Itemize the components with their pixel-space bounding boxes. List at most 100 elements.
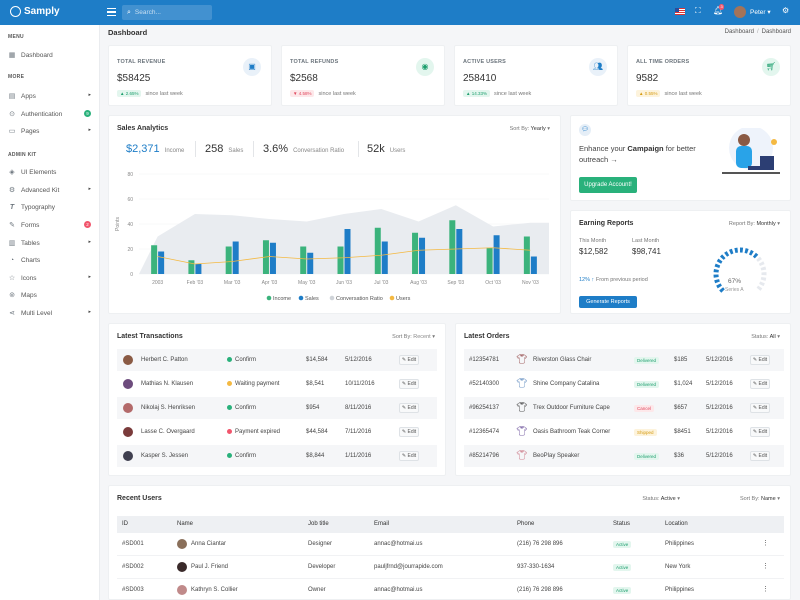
column-header[interactable]: Phone <box>517 521 535 527</box>
more-options-icon[interactable]: ⋮ <box>762 586 769 593</box>
bell-icon[interactable]: 🔔︎ <box>713 6 724 15</box>
sidebar-item-icons[interactable]: ☆ Icons ▸ <box>8 272 94 284</box>
report-by-dropdown[interactable]: Report By: Monthly ▾ <box>728 221 780 227</box>
sort-dropdown[interactable]: Sort By: Yearly ▾ <box>509 126 550 132</box>
brand[interactable]: Samply <box>10 6 60 17</box>
order-id[interactable]: #12354781 <box>469 357 500 363</box>
user-email[interactable]: pauljfrnd@jourrapide.com <box>374 564 443 570</box>
generate-reports-button[interactable]: Generate Reports <box>579 296 637 308</box>
column-header[interactable]: Job title <box>308 521 329 527</box>
gauge-segment <box>724 251 730 257</box>
sidebar-section-more: MORE <box>8 74 25 80</box>
customer-name[interactable]: Herbert C. Patton <box>141 357 188 363</box>
table-row: Kasper S. Jessen Confirm $8,844 1/11/2016 ✎ … <box>117 445 437 467</box>
user-location: New York <box>665 564 691 570</box>
edit-button[interactable]: ✎ Edit <box>750 427 770 437</box>
legend-label[interactable]: Users <box>396 296 411 302</box>
product-name[interactable]: Trex Outdoor Furniture Cape <box>533 405 610 411</box>
status-dot <box>227 452 232 458</box>
kpi-income: $2,371 Income <box>126 143 185 155</box>
order-status-badge: Delivered <box>634 452 660 460</box>
legend-label[interactable]: Conversation Ratio <box>336 296 383 302</box>
sidebar-item-ui-elements[interactable]: ◈ UI Elements <box>8 166 94 178</box>
edit-button[interactable]: ✎ Edit <box>399 355 419 365</box>
sidebar-item-maps[interactable]: ⊚ Maps <box>8 289 94 301</box>
legend-label[interactable]: Sales <box>305 296 319 302</box>
amount: $36 <box>674 453 685 459</box>
settings-gear-icon[interactable]: ⚙ <box>782 6 790 15</box>
legend-label[interactable]: Income <box>273 296 291 302</box>
sort-dropdown[interactable]: Sort By: Recent ▾ <box>392 334 435 340</box>
sidebar-item-multi-level[interactable]: ⋖ Multi Level ▸ <box>8 307 94 319</box>
customer-name[interactable]: Mathias N. Klausen <box>141 381 194 387</box>
edit-button[interactable]: ✎ Edit <box>399 379 419 389</box>
fullscreen-icon[interactable]: ⛶ <box>695 6 701 15</box>
product-name[interactable]: Riverston Glass Chair <box>533 357 592 363</box>
customer-name[interactable]: Kasper S. Jessen <box>141 453 189 459</box>
user-email[interactable]: annac@hotmai.us <box>374 541 423 547</box>
avatar[interactable] <box>734 6 746 18</box>
stat-value: 9582 <box>636 73 659 84</box>
product-name[interactable]: BeoPlay Speaker <box>533 453 580 459</box>
search-input[interactable] <box>134 9 205 16</box>
area-conversation-ratio <box>139 205 549 274</box>
sidebar-item-typography[interactable]: T Typography <box>8 201 94 213</box>
user-menu[interactable]: Peter ▾ <box>750 9 771 16</box>
sidebar-item-advanced-kit[interactable]: ⚙ Advanced Kit ▸ <box>8 184 94 196</box>
edit-button[interactable]: ✎ Edit <box>399 451 419 461</box>
order-id[interactable]: #85214796 <box>469 453 500 459</box>
sidebar-item-apps[interactable]: ▤ Apps ▸ <box>8 90 94 102</box>
user-email[interactable]: annac@hotmai.us <box>374 587 423 593</box>
sidebar-item-forms[interactable]: ✎ Forms 2 <box>8 219 94 231</box>
sidebar-item-authentication[interactable]: ⊙ Authentication 9 <box>8 108 94 120</box>
stat-value: $58425 <box>117 73 151 84</box>
edit-button[interactable]: ✎ Edit <box>750 355 770 365</box>
promo-text: Enhance your Campaign for better outreac… <box>579 144 696 164</box>
column-header[interactable]: Email <box>374 521 390 527</box>
menu-toggle-icon[interactable] <box>107 6 116 18</box>
edit-button[interactable]: ✎ Edit <box>399 427 419 437</box>
kpi-sales: 258 Sales <box>205 143 244 155</box>
edit-button[interactable]: ✎ Edit <box>750 403 770 413</box>
bar-sales <box>456 229 463 274</box>
language-flag-icon[interactable] <box>675 8 685 15</box>
table-row: #96254137 👕︎ Trex Outdoor Furniture Cape Ca… <box>464 397 784 419</box>
customer-name[interactable]: Nikolaj S. Henriksen <box>141 405 196 411</box>
x-tick-label: Feb '03 <box>187 280 204 286</box>
search-box[interactable]: ⌕ <box>122 5 212 20</box>
edit-button[interactable]: ✎ Edit <box>399 403 419 413</box>
product-name[interactable]: Oasis Bathroom Teak Corner <box>533 429 611 435</box>
sidebar-item-pages[interactable]: ▭ Pages ▸ <box>8 125 94 137</box>
payment-status: Payment expired <box>227 428 280 435</box>
sort-dropdown[interactable]: Sort By: Name ▾ <box>739 496 780 502</box>
amount: $8451 <box>674 429 691 435</box>
status-dropdown[interactable]: Status: All ▾ <box>751 334 780 340</box>
edit-button[interactable]: ✎ Edit <box>750 379 770 389</box>
edit-icon: ✎ <box>401 453 408 459</box>
sidebar-item-dashboard[interactable]: ▦ Dashboard <box>8 49 94 61</box>
sidebar-item-label: UI Elements <box>21 168 57 176</box>
order-id[interactable]: #96254137 <box>469 405 500 411</box>
column-header[interactable]: Status <box>613 521 631 527</box>
order-id[interactable]: #52140300 <box>469 381 500 387</box>
sidebar-item-tables[interactable]: ▥ Tables ▸ <box>8 237 94 249</box>
y-tick-label: 40 <box>127 222 133 228</box>
amount: $44,584 <box>306 429 328 435</box>
column-header[interactable]: Location <box>665 521 688 527</box>
x-tick-label: May '03 <box>298 280 316 286</box>
chevron-right-icon: ▸ <box>88 127 91 133</box>
customer-name[interactable]: Lasse C. Overgaard <box>141 429 195 435</box>
edit-button[interactable]: ✎ Edit <box>750 451 770 461</box>
breadcrumb-link[interactable]: Dashboard <box>724 29 754 35</box>
column-header[interactable]: Name <box>177 521 194 527</box>
more-options-icon[interactable]: ⋮ <box>762 540 769 547</box>
more-options-icon[interactable]: ⋮ <box>762 563 769 570</box>
status-filter-dropdown[interactable]: Status: Active ▾ <box>642 496 680 502</box>
table-row: #12354781 👕︎ Riverston Glass Chair Delivere… <box>464 349 784 371</box>
product-icon: 👕︎ <box>516 426 528 436</box>
upgrade-account-button[interactable]: Upgrade Account! <box>579 177 637 193</box>
sidebar-item-charts[interactable]: ◔ Charts <box>8 254 94 266</box>
column-header[interactable]: ID <box>122 521 128 527</box>
order-id[interactable]: #12365474 <box>469 429 500 435</box>
product-name[interactable]: Shine Company Catalina <box>533 381 600 387</box>
